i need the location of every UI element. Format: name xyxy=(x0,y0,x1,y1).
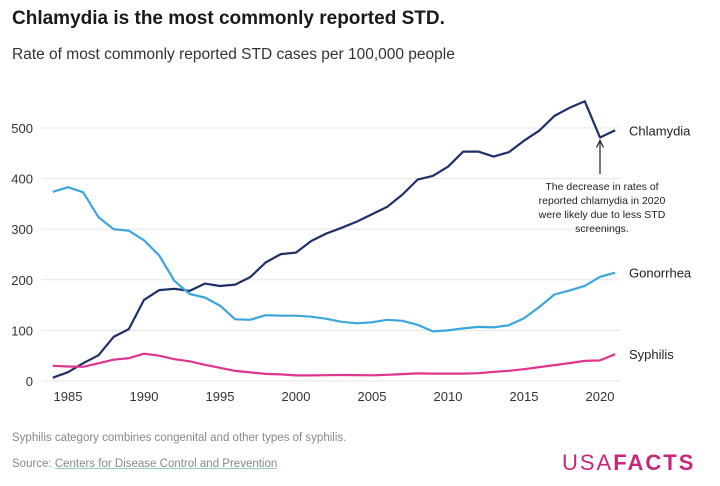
y-tick-label: 200 xyxy=(11,273,33,288)
x-tick-label: 1985 xyxy=(54,389,83,404)
series-label-chlamydia: Chlamydia xyxy=(629,123,691,138)
annotation-arrowhead-icon xyxy=(595,139,605,148)
y-tick-label: 100 xyxy=(11,323,33,338)
x-tick-label: 2005 xyxy=(358,389,387,404)
series-label-gonorrhea: Gonorrhea xyxy=(629,266,692,281)
x-tick-label: 2000 xyxy=(282,389,311,404)
y-tick-label: 500 xyxy=(11,121,33,136)
footnote: Syphilis category combines congenital an… xyxy=(12,432,347,444)
x-tick-label: 1990 xyxy=(130,389,159,404)
x-tick-label: 2020 xyxy=(586,389,615,404)
series-line-syphilis xyxy=(52,352,616,377)
series-line-chlamydia xyxy=(52,100,616,379)
source-prefix: Source: xyxy=(12,458,55,470)
source-link[interactable]: Centers for Disease Control and Preventi… xyxy=(54,458,278,470)
logo-facts: FACTS xyxy=(613,450,696,475)
y-tick-label: 0 xyxy=(26,374,33,389)
chart-title: Chlamydia is the most commonly reported … xyxy=(12,8,445,29)
y-tick-label: 300 xyxy=(11,222,33,237)
x-tick-label: 1995 xyxy=(206,389,235,404)
series-label-syphilis: Syphilis xyxy=(629,347,674,362)
chart-subtitle: Rate of most commonly reported STD cases… xyxy=(12,46,455,63)
logo-usa: USA xyxy=(562,450,614,475)
x-tick-label: 2015 xyxy=(510,389,539,404)
usafacts-logo: USAFACTS xyxy=(562,450,695,476)
x-tick-label: 2010 xyxy=(434,389,463,404)
source-line: Source: Centers for Disease Control and … xyxy=(12,458,277,470)
y-tick-label: 400 xyxy=(11,172,33,187)
series-line-gonorrhea xyxy=(52,186,616,333)
annotation-text: The decrease in rates of reported chlamy… xyxy=(538,181,666,235)
